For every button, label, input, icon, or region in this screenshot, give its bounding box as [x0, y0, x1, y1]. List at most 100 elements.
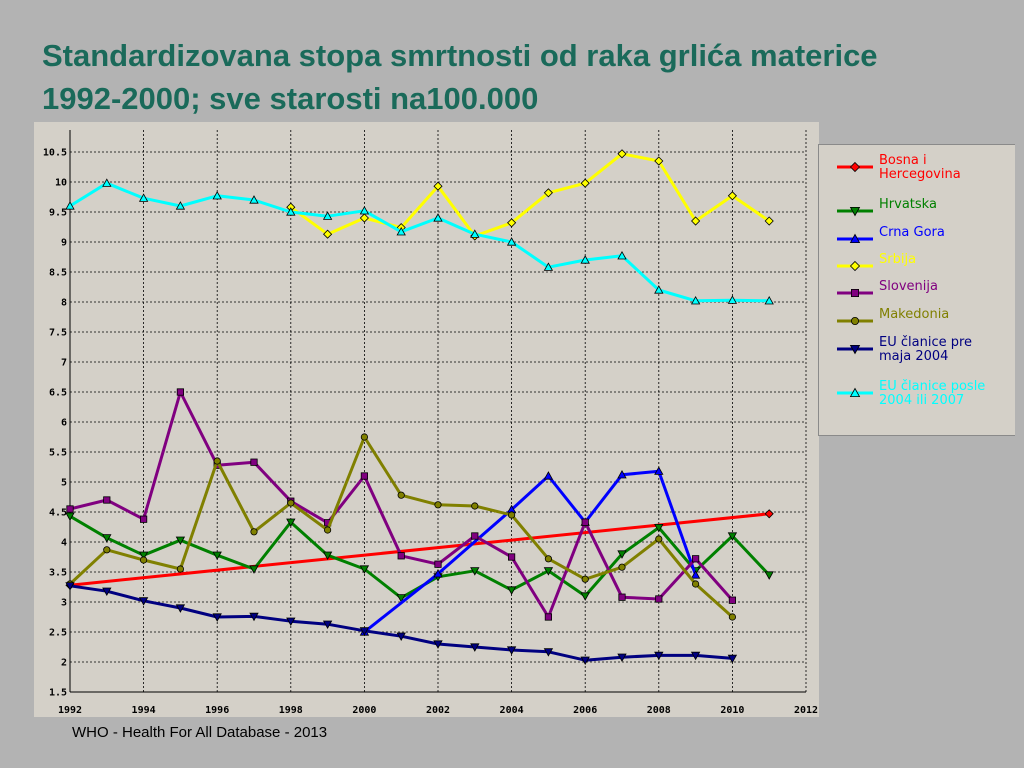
data-point — [581, 518, 589, 526]
data-point — [397, 552, 405, 560]
chart-area: 1.5 2 2.5 3 3.5 4 4.5 5 5.5 6 6.5 7 7.5 8 8.5 9 9.5 10 10.… — [34, 122, 819, 717]
y-tick-label: 10 — [55, 178, 67, 189]
data-point — [102, 534, 112, 543]
data-point — [360, 472, 369, 480]
data-point — [654, 651, 664, 661]
data-point — [727, 191, 737, 201]
data-point — [140, 556, 148, 564]
data-point — [250, 528, 258, 536]
data-point — [434, 560, 442, 568]
data-point — [544, 555, 553, 563]
data-point — [471, 502, 479, 510]
x-tick-label: 2008 — [647, 705, 671, 716]
legend-swatch — [837, 344, 873, 355]
data-point — [617, 653, 627, 663]
data-point — [138, 551, 149, 561]
data-point — [690, 651, 701, 661]
data-point — [213, 457, 221, 465]
legend-swatch — [837, 316, 873, 325]
data-point — [850, 288, 859, 297]
data-point — [580, 656, 590, 666]
data-point — [618, 593, 626, 601]
data-point — [654, 285, 664, 294]
y-tick-label: 10.5 — [43, 148, 67, 159]
y-tick-label: 1.5 — [49, 688, 67, 699]
data-point — [470, 229, 480, 238]
line-chart: 1.5 2 2.5 3 3.5 4 4.5 5 5.5 6 6.5 7 7.5 8 8.5 9 9.5 10 10.… — [43, 130, 818, 716]
data-point — [617, 469, 627, 479]
data-point — [506, 646, 517, 655]
series-line — [289, 152, 771, 238]
data-point — [655, 595, 663, 603]
y-tick-label: 7.5 — [49, 328, 67, 339]
data-point — [543, 648, 554, 657]
legend-label: Srbija — [879, 252, 917, 267]
legend-label: EU članice posle 2004 ili 2007 — [879, 379, 986, 408]
data-point — [66, 505, 74, 513]
data-point — [359, 627, 370, 636]
data-point — [470, 567, 480, 576]
y-tick-label: 2 — [61, 658, 67, 669]
data-point — [360, 433, 368, 441]
y-tick-label: 4 — [61, 538, 67, 549]
legend-label: Bosna i Hercegovina — [879, 153, 961, 182]
legend-swatch — [837, 288, 873, 297]
y-tick-label: 3.5 — [49, 568, 67, 579]
data-point — [323, 229, 333, 239]
data-point — [692, 555, 700, 563]
x-tick-label: 1998 — [279, 705, 303, 716]
data-point — [507, 218, 517, 228]
y-tick-label: 9.5 — [49, 208, 67, 219]
data-point — [175, 604, 186, 613]
y-tick-label: 4.5 — [49, 508, 67, 519]
data-point — [617, 250, 627, 260]
legend-swatch — [837, 387, 873, 398]
data-point — [728, 596, 737, 604]
legend-swatch — [837, 260, 873, 272]
legend-label: Makedonia — [879, 307, 950, 322]
page-title: Standardizovana stopa smrtnosti od raka … — [42, 38, 878, 116]
series-line — [363, 469, 698, 634]
data-point — [138, 193, 149, 202]
series-line — [69, 181, 770, 303]
data-point — [359, 213, 369, 223]
x-tick-label: 2010 — [720, 705, 744, 716]
data-point — [103, 546, 111, 554]
data-point — [249, 195, 259, 204]
data-point — [580, 592, 590, 601]
data-point — [849, 206, 861, 217]
data-point — [764, 295, 774, 305]
data-point — [727, 532, 738, 541]
source-note: WHO - Health For All Database - 2013 — [72, 724, 328, 741]
data-point — [849, 387, 861, 398]
data-point — [286, 617, 296, 627]
data-point — [654, 466, 664, 475]
data-point — [654, 156, 664, 166]
legend: Bosna i Hercegovina Hrvatska Crna Gora Srbi… — [818, 144, 1015, 436]
data-point — [396, 226, 406, 236]
data-point — [287, 499, 295, 507]
legend-swatch — [837, 161, 873, 173]
data-point — [212, 190, 222, 200]
data-point — [359, 565, 370, 574]
series-line — [69, 512, 770, 587]
data-point — [434, 501, 442, 509]
data-point — [507, 553, 516, 561]
data-point — [543, 262, 554, 271]
data-point — [140, 515, 148, 523]
data-point — [176, 565, 184, 573]
data-point — [397, 491, 405, 499]
data-point — [103, 496, 111, 504]
data-point — [175, 201, 186, 210]
data-point — [250, 458, 258, 466]
data-point — [617, 550, 627, 559]
data-point — [102, 178, 112, 187]
y-tick-label: 9 — [61, 238, 67, 249]
x-tick-label: 2012 — [794, 705, 818, 716]
x-tick-label: 1994 — [132, 705, 156, 716]
y-tick-label: 6 — [61, 418, 67, 429]
data-point — [727, 295, 738, 304]
data-point — [543, 471, 554, 480]
data-point — [359, 205, 370, 215]
data-point — [506, 237, 517, 246]
